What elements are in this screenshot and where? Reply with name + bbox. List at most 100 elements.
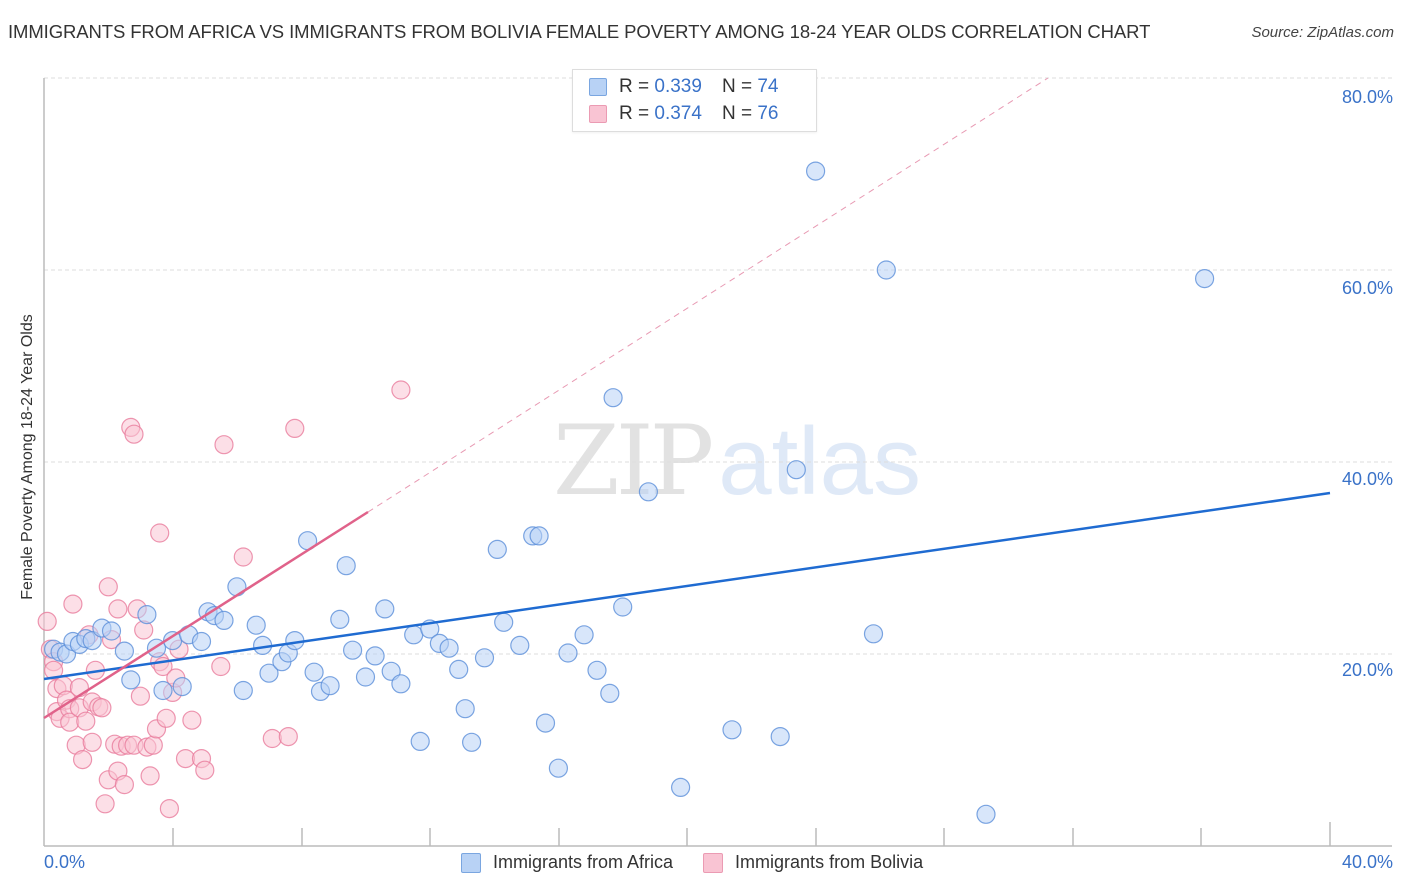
bolivia-point <box>175 748 196 769</box>
bolivia-point <box>150 523 170 543</box>
africa-point <box>355 667 376 687</box>
correlation-legend: R = 0.339 N = 74 R = 0.374 N = 76 <box>572 69 817 132</box>
legend-row-bolivia: R = 0.374 N = 76 <box>589 102 778 126</box>
bolivia-point <box>108 599 128 619</box>
africa-point <box>574 625 594 645</box>
africa-point <box>805 161 826 181</box>
africa-point <box>786 460 806 480</box>
africa-point <box>233 680 253 701</box>
bolivia-point <box>140 766 160 786</box>
bolivia-point <box>262 728 282 749</box>
legend-label: Immigrants from Bolivia <box>735 852 924 872</box>
n-label: N = <box>721 103 753 124</box>
n-value: 74 <box>757 76 779 97</box>
n-label: N = <box>721 76 753 97</box>
bolivia-point <box>37 611 57 632</box>
africa-point <box>375 599 395 619</box>
africa-point <box>510 635 530 656</box>
africa-point <box>548 758 569 778</box>
africa-point <box>365 646 385 666</box>
africa-point <box>137 604 157 625</box>
africa-point <box>474 648 495 668</box>
bolivia-swatch-icon <box>589 105 607 123</box>
r-value: 0.374 <box>654 103 702 124</box>
africa-point <box>863 624 884 644</box>
bolivia-point <box>143 735 163 755</box>
series-legend: Immigrants from Africa Immigrants from B… <box>461 852 953 873</box>
africa-point <box>603 388 623 408</box>
africa-swatch-icon <box>589 78 607 96</box>
bolivia-point <box>43 660 64 680</box>
bolivia-point <box>130 686 150 706</box>
bolivia-point <box>391 380 411 400</box>
africa-point <box>1194 269 1215 289</box>
bolivia-point <box>95 794 115 814</box>
bolivia-point <box>92 698 112 718</box>
y-tick-80: 80.0% <box>1341 87 1393 107</box>
chart-title: IMMIGRANTS FROM AFRICA VS IMMIGRANTS FRO… <box>8 21 1151 42</box>
bolivia-swatch-icon <box>703 852 724 873</box>
africa-point <box>638 482 659 502</box>
x-tick-40: 40.0% <box>1341 852 1393 872</box>
bolivia-point <box>195 760 215 780</box>
africa-point <box>455 699 475 719</box>
y-tick-20: 20.0% <box>1341 660 1393 680</box>
bolivia-trend-line <box>43 510 369 720</box>
x-axis-ticks <box>172 822 1331 846</box>
r-value: 0.339 <box>654 76 702 97</box>
africa-points <box>43 161 1215 824</box>
r-label: R = <box>619 103 650 124</box>
africa-point <box>558 643 578 663</box>
bolivia-trend-extension <box>367 77 1049 513</box>
x-tick-0: 0.0% <box>44 852 86 872</box>
africa-point <box>121 670 141 690</box>
africa-point <box>153 680 173 701</box>
africa-point <box>191 631 212 652</box>
bolivia-points <box>37 380 411 819</box>
africa-point <box>487 539 507 560</box>
bolivia-point <box>114 774 135 795</box>
bolivia-point <box>211 656 231 677</box>
bolivia-point <box>278 726 298 747</box>
bolivia-point <box>182 710 202 730</box>
africa-point <box>330 609 350 630</box>
africa-point <box>391 674 411 694</box>
r-label: R = <box>619 76 650 97</box>
bolivia-point <box>98 577 118 597</box>
bolivia-point <box>156 708 176 728</box>
africa-point <box>770 726 790 747</box>
source-credit: Source: ZipAtlas.com <box>1251 24 1394 41</box>
bolivia-point <box>159 798 179 819</box>
africa-point <box>101 621 122 641</box>
legend-item-africa[interactable]: Immigrants from Africa <box>461 852 673 873</box>
africa-point <box>343 640 363 660</box>
y-tick-60: 60.0% <box>1341 278 1393 298</box>
africa-point <box>259 663 279 683</box>
africa-point <box>876 260 896 280</box>
n-value: 76 <box>757 103 779 124</box>
africa-point <box>670 777 691 798</box>
africa-point <box>114 641 135 661</box>
legend-label: Immigrants from Africa <box>493 852 674 872</box>
africa-point <box>172 676 192 697</box>
africa-point <box>214 610 234 631</box>
africa-point <box>320 676 340 696</box>
bolivia-point <box>72 749 93 770</box>
bolivia-point <box>63 594 83 614</box>
bolivia-point <box>69 677 90 698</box>
africa-trend-line <box>43 491 1331 681</box>
africa-point <box>529 526 549 546</box>
bolivia-point <box>134 620 154 640</box>
africa-point <box>227 577 247 597</box>
africa-point <box>449 659 469 680</box>
gridlines <box>44 77 1392 655</box>
legend-item-bolivia[interactable]: Immigrants from Bolivia <box>703 852 923 873</box>
africa-point <box>410 731 430 752</box>
africa-point <box>535 713 556 733</box>
bolivia-point <box>76 711 96 731</box>
africa-point <box>404 625 424 645</box>
africa-point <box>494 612 514 632</box>
africa-point <box>304 662 324 682</box>
africa-swatch-icon <box>461 852 481 873</box>
